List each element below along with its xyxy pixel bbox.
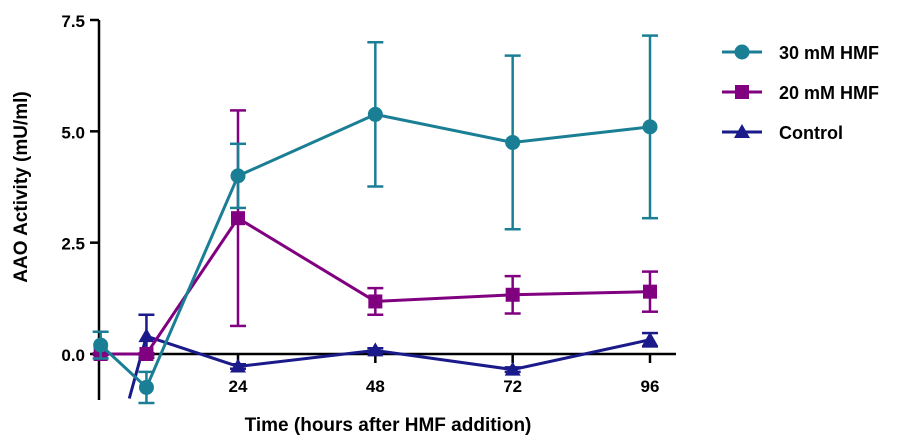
legend-entry: Control [722, 123, 843, 143]
y-tick-label: 0.0 [61, 346, 85, 365]
series-control [127, 313, 658, 399]
data-point [505, 134, 521, 150]
legend-marker [734, 44, 750, 60]
y-tick-label: 5.0 [61, 123, 85, 142]
y-axis-label: AAO Activity (mU/ml) [11, 91, 32, 282]
legend: 30 mM HMF 20 mM HMF Control [722, 43, 879, 143]
data-point [138, 379, 154, 395]
series-line [99, 112, 651, 390]
data-point [505, 287, 520, 302]
axes [97, 20, 676, 400]
x-tick-label: 24 [229, 377, 248, 396]
ticks: 0.0 2.5 5.0 7.5 24 48 72 96 [61, 12, 659, 396]
data-point [642, 331, 658, 346]
legend-label: 30 mM HMF [779, 43, 879, 63]
y-tick-label: 7.5 [61, 12, 85, 31]
data-point [230, 358, 246, 373]
series [92, 34, 658, 405]
series-line [100, 216, 651, 356]
x-axis-label: Time (hours after HMF addition) [245, 415, 532, 436]
data-point [368, 294, 383, 309]
data-point [93, 337, 109, 353]
data-point [231, 211, 245, 226]
data-point [367, 106, 383, 122]
data-point [139, 347, 154, 361]
legend-entry: 20 mM HMF [722, 83, 879, 103]
data-point [504, 361, 521, 376]
x-tick-label: 48 [366, 377, 385, 396]
legend-label: 20 mM HMF [779, 83, 879, 103]
data-point [642, 119, 658, 135]
x-tick-label: 96 [641, 377, 660, 396]
legend-label: Control [779, 123, 843, 143]
data-point [643, 284, 657, 299]
data-point [230, 168, 246, 184]
legend-entry: 30 mM HMF [722, 43, 879, 63]
series-30-mm-hmf [92, 34, 658, 405]
data-point [138, 328, 155, 343]
legend-marker [734, 124, 750, 138]
data-point [367, 342, 384, 357]
x-tick-label: 72 [503, 377, 522, 396]
legend-marker [735, 85, 749, 99]
y-tick-label: 2.5 [61, 235, 85, 254]
series-line [127, 334, 651, 399]
